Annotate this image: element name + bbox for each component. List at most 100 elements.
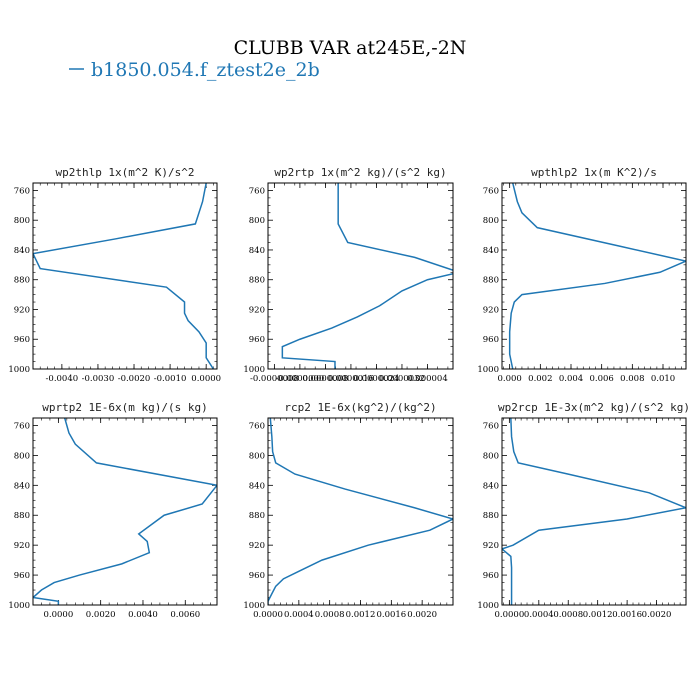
x-tick-label: 0.0020 — [86, 610, 116, 620]
y-tick-label: 920 — [249, 541, 265, 551]
x-tick-label: 0.0040 — [128, 610, 158, 620]
y-tick-label: 960 — [249, 335, 265, 345]
y-tick-label: 880 — [483, 511, 499, 521]
series-line — [502, 418, 686, 605]
x-tick-label: -0.0010 — [154, 374, 187, 384]
legend-label: b1850.054.f_ztest2e_2b — [91, 59, 320, 81]
x-tick-label: 0.0000 — [494, 610, 524, 620]
y-tick-label: 800 — [14, 451, 30, 461]
x-tick-label: -0.0000008 — [250, 374, 299, 384]
y-tick-label: 760 — [483, 186, 499, 196]
x-tick-label: 0.006 — [589, 374, 613, 384]
y-tick-label: 840 — [483, 481, 499, 491]
panel-title: rcp2 1E-6x(kg^2)/(kg^2) — [284, 401, 436, 414]
x-tick-label: 0.0004 — [524, 610, 554, 620]
y-tick-label: 760 — [249, 421, 265, 431]
x-tick-label: 0.0020 — [642, 610, 672, 620]
series-line — [508, 183, 686, 369]
panel-2: wp2rtp 1x(m^2 kg)/(s^2 kg) 760 800 840 880 92… — [243, 166, 454, 384]
panel-frame — [501, 417, 687, 606]
series-line — [33, 418, 217, 605]
panel-5: rcp2 1E-6x(kg^2)/(kg^2) 760 800 840 880 920 96… — [243, 401, 454, 620]
x-tick-label: 0.0000 — [253, 610, 283, 620]
x-tick-label: -0.0040 — [46, 374, 79, 384]
panel-6: wp2rcp 1E-3x(m^2 kg)/(s^2 kg) 760 800 840 88… — [477, 401, 690, 620]
x-tick-label: 0.0000024 — [353, 374, 399, 384]
series-line — [33, 183, 215, 369]
y-tick-label: 960 — [14, 335, 30, 345]
x-tick-label: 0.008 — [620, 374, 644, 384]
panel-frame — [267, 182, 454, 370]
x-tick-label: 0.004 — [559, 374, 583, 384]
panel-frame — [32, 182, 218, 370]
y-tick-label: 1000 — [8, 601, 30, 611]
y-tick-label: 840 — [14, 246, 30, 256]
y-tick-label: 920 — [249, 305, 265, 315]
x-tick-label: 0.0000 — [191, 374, 221, 384]
x-tick-label: 0.0000008 — [302, 374, 348, 384]
panel-frame — [32, 417, 218, 606]
y-tick-label: 960 — [483, 571, 499, 581]
x-tick-label: 0.0000 — [44, 610, 74, 620]
y-tick-label: 920 — [14, 541, 30, 551]
y-tick-label: 840 — [249, 481, 265, 491]
x-tick-label: 0.0004 — [284, 610, 314, 620]
y-tick-label: 760 — [14, 421, 30, 431]
panel-title: wprtp2 1E-6x(m kg)/(s kg) — [42, 401, 208, 414]
panel-title: wp2thlp 1x(m^2 K)/s^2 — [55, 166, 194, 179]
panel-4: wprtp2 1E-6x(m kg)/(s kg) 760 800 840 880 920… — [8, 401, 218, 620]
x-tick-label: 0.002 — [528, 374, 552, 384]
x-tick-label: 0.0016 — [376, 610, 406, 620]
y-tick-label: 840 — [14, 481, 30, 491]
x-tick-label: 0.0012 — [583, 610, 613, 620]
panel-frame — [267, 417, 454, 606]
y-tick-label: 800 — [249, 216, 265, 226]
y-tick-label: 880 — [14, 511, 30, 521]
y-tick-label: 760 — [483, 421, 499, 431]
panel-title: wp2rcp 1E-3x(m^2 kg)/(s^2 kg) — [498, 401, 690, 414]
y-tick-label: 1000 — [243, 365, 265, 375]
x-tick-label: -0.0000000 — [275, 374, 324, 384]
panel-3: wpthlp2 1x(m K^2)/s 760 800 840 880 920 960 100… — [477, 166, 687, 384]
y-tick-label: 920 — [483, 305, 499, 315]
y-tick-label: 1000 — [243, 601, 265, 611]
x-tick-label: 0.0008 — [315, 610, 345, 620]
y-tick-label: 760 — [249, 186, 265, 196]
x-tick-label: 0.0000032 — [379, 374, 425, 384]
y-tick-label: 1000 — [477, 601, 499, 611]
y-tick-label: 960 — [483, 335, 499, 345]
y-tick-label: 880 — [249, 276, 265, 286]
y-tick-label: 840 — [249, 246, 265, 256]
y-tick-label: 960 — [249, 571, 265, 581]
x-tick-label: 0.0060 — [170, 610, 200, 620]
y-tick-label: 880 — [14, 276, 30, 286]
y-tick-label: 800 — [483, 216, 499, 226]
x-tick-label: 0.000004 — [407, 374, 448, 384]
panel-1: wp2thlp 1x(m^2 K)/s^2 760 800 840 880 920 960 1… — [8, 166, 221, 384]
y-tick-label: 1000 — [477, 365, 499, 375]
y-tick-label: 960 — [14, 571, 30, 581]
y-tick-label: 840 — [483, 246, 499, 256]
panel-title: wpthlp2 1x(m K^2)/s — [531, 166, 657, 179]
panels-group: wp2thlp 1x(m^2 K)/s^2 760 800 840 880 920 960 1… — [8, 166, 690, 620]
x-tick-label: -0.0020 — [118, 374, 151, 384]
y-tick-label: 920 — [14, 305, 30, 315]
x-tick-label: 0.010 — [651, 374, 675, 384]
figure-title: CLUBB VAR at245E,-2N — [234, 37, 467, 59]
y-tick-label: 800 — [483, 451, 499, 461]
x-tick-label: 0.0012 — [346, 610, 376, 620]
y-tick-label: 880 — [483, 276, 499, 286]
series-line — [268, 418, 453, 605]
x-tick-label: 0.0016 — [612, 610, 642, 620]
y-tick-label: 1000 — [8, 365, 30, 375]
panel-title: wp2rtp 1x(m^2 kg)/(s^2 kg) — [274, 166, 446, 179]
y-tick-label: 800 — [249, 451, 265, 461]
panel-frame — [501, 182, 687, 370]
y-tick-label: 800 — [14, 216, 30, 226]
y-tick-label: 920 — [483, 541, 499, 551]
series-line — [281, 183, 453, 369]
x-tick-label: 0.000 — [497, 374, 521, 384]
x-tick-label: 0.0008 — [553, 610, 583, 620]
